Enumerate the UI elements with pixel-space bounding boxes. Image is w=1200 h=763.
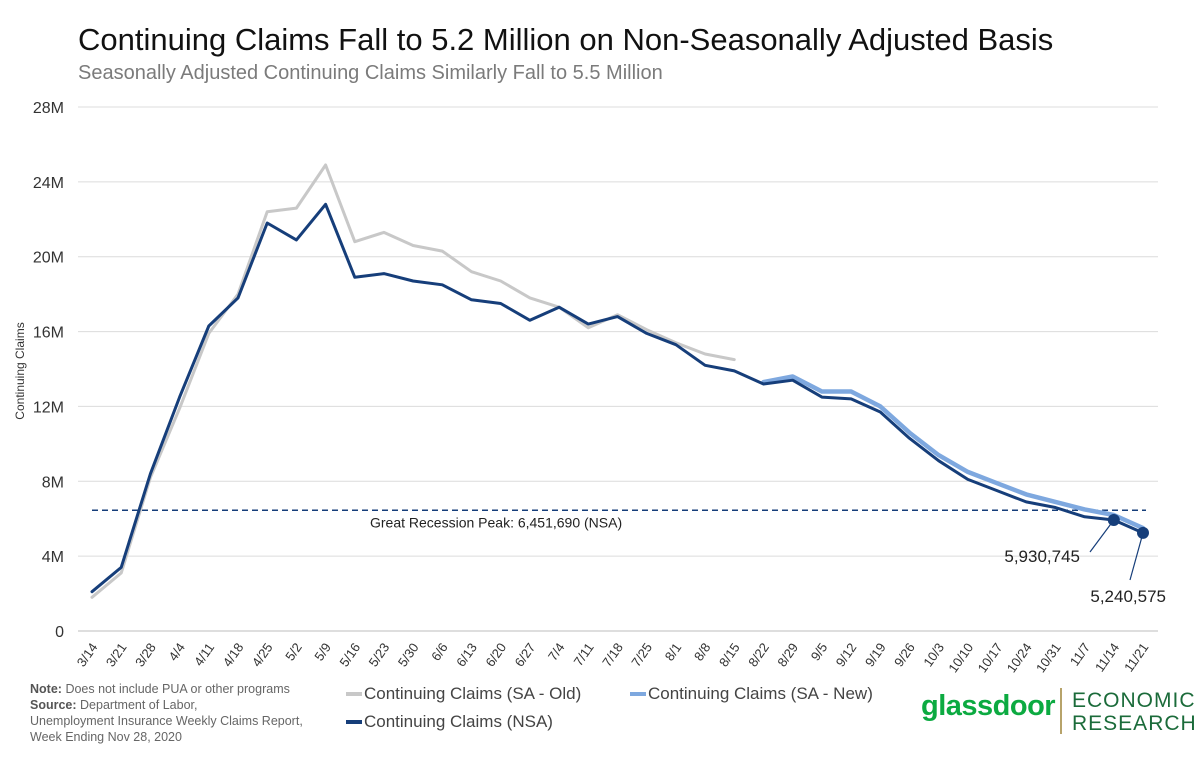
annotation-leader xyxy=(1089,519,1115,553)
wordmark-line-2: RESEARCH xyxy=(1072,712,1197,735)
y-tick-label: 16M xyxy=(33,325,64,342)
source-line-3: Week Ending Nov 28, 2020 xyxy=(30,730,182,744)
x-tick-label: 11/21 xyxy=(1121,640,1151,674)
y-tick-label: 0 xyxy=(55,624,64,641)
x-tick-label: 10/31 xyxy=(1033,640,1064,675)
x-tick-label: 9/19 xyxy=(862,640,889,669)
y-tick-label: 4M xyxy=(42,549,64,566)
legend-label: Continuing Claims (NSA) xyxy=(364,712,553,731)
annotation-point xyxy=(1107,514,1120,527)
source-line-2: Unemployment Insurance Weekly Claims Rep… xyxy=(30,714,303,728)
note-text: Does not include PUA or other programs xyxy=(65,682,290,696)
y-tick-label: 28M xyxy=(33,100,64,117)
x-tick-label: 6/13 xyxy=(453,640,480,669)
x-tick-label: 4/25 xyxy=(249,640,276,669)
y-axis-label: Continuing Claims xyxy=(13,322,27,419)
x-tick-label: 8/29 xyxy=(774,640,801,669)
x-tick-label: 6/6 xyxy=(428,640,451,663)
source-line-1: Department of Labor, xyxy=(80,698,198,712)
reference-line-label: Great Recession Peak: 6,451,690 (NSA) xyxy=(370,514,622,530)
chart-title: Continuing Claims Fall to 5.2 Million on… xyxy=(78,22,1054,57)
x-tick-label: 8/8 xyxy=(691,640,714,663)
x-tick-label: 4/11 xyxy=(191,640,217,669)
series-line-1 xyxy=(90,163,736,599)
x-tick-label: 9/12 xyxy=(833,640,860,669)
x-tick-label: 5/30 xyxy=(395,640,422,669)
y-tick-label: 20M xyxy=(33,250,64,267)
x-tick-label: 8/1 xyxy=(662,640,685,663)
x-tick-label: 8/15 xyxy=(716,640,743,669)
economic-research-wordmark: ECONOMIC RESEARCH xyxy=(1072,689,1197,735)
legend-item-nsa: Continuing Claims (NSA) xyxy=(346,712,553,732)
x-tick-label: 5/23 xyxy=(366,640,393,669)
legend-label: Continuing Claims (SA - New) xyxy=(648,684,873,703)
x-tick-label: 10/24 xyxy=(1004,640,1035,675)
x-tick-label: 7/11 xyxy=(571,640,597,669)
chart-subtitle: Seasonally Adjusted Continuing Claims Si… xyxy=(78,62,663,84)
annotation-point xyxy=(1137,526,1149,539)
x-tick-label: 5/2 xyxy=(282,640,305,663)
wordmark-line-1: ECONOMIC xyxy=(1072,689,1196,712)
legend-item-sa-old: Continuing Claims (SA - Old) xyxy=(346,684,581,704)
legend-swatch xyxy=(346,692,362,696)
brand-divider xyxy=(1060,688,1062,734)
x-tick-label: 5/16 xyxy=(336,640,363,669)
legend-item-sa-new: Continuing Claims (SA - New) xyxy=(630,684,873,704)
x-tick-label: 11/7 xyxy=(1067,640,1093,669)
x-tick-label: 4/4 xyxy=(165,640,188,663)
notes-block: Note: Does not include PUA or other prog… xyxy=(30,681,330,745)
x-tick-label: 8/22 xyxy=(745,640,772,669)
glassdoor-logo: glassdoor xyxy=(921,690,1056,722)
annotation-label: 5,240,575 xyxy=(1090,587,1166,606)
x-tick-label: 7/18 xyxy=(599,640,626,669)
y-tick-label: 12M xyxy=(33,399,64,416)
x-tick-label: 6/20 xyxy=(482,640,509,669)
x-tick-label: 4/18 xyxy=(220,640,247,669)
series-line-3 xyxy=(90,202,1145,594)
annotation-label: 5,930,745 xyxy=(1004,547,1080,566)
x-tick-label: 7/4 xyxy=(545,640,568,663)
x-tick-label: 5/9 xyxy=(311,640,334,663)
legend-swatch xyxy=(630,692,646,696)
x-tick-label: 9/5 xyxy=(808,640,831,663)
x-tick-label: 10/17 xyxy=(975,640,1006,675)
x-tick-label: 10/10 xyxy=(945,640,976,675)
legend-label: Continuing Claims (SA - Old) xyxy=(364,684,582,703)
series-line-2 xyxy=(761,374,1146,531)
x-tick-label: 10/3 xyxy=(920,640,947,669)
x-tick-label: 3/21 xyxy=(103,640,130,669)
x-tick-label: 7/25 xyxy=(628,640,655,669)
legend-swatch xyxy=(346,720,362,724)
x-tick-label: 11/14 xyxy=(1092,640,1122,674)
x-tick-label: 3/14 xyxy=(74,640,101,669)
source-label: Source: xyxy=(30,698,77,712)
annotation-leader xyxy=(1129,532,1144,581)
y-tick-label: 24M xyxy=(33,175,64,192)
x-tick-label: 6/27 xyxy=(512,640,539,669)
y-tick-label: 8M xyxy=(42,474,64,491)
note-label: Note: xyxy=(30,682,62,696)
x-tick-label: 3/28 xyxy=(132,640,159,669)
x-tick-label: 9/26 xyxy=(891,640,918,669)
